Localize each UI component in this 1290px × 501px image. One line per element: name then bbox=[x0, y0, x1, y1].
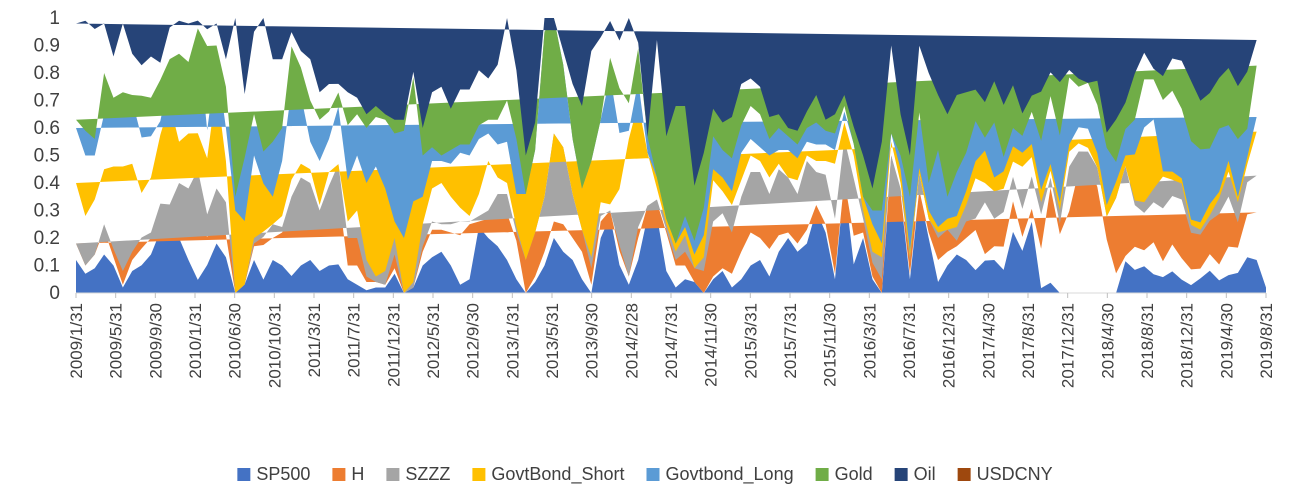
y-tick-label: 0.7 bbox=[34, 91, 60, 112]
legend-label: Gold bbox=[835, 464, 873, 484]
area-series-sp500 bbox=[76, 163, 1266, 293]
legend-item-gold: Gold bbox=[815, 464, 873, 484]
x-tick-label: 2011/7/31 bbox=[345, 303, 364, 377]
x-tick-label: 2018/4/30 bbox=[1098, 303, 1117, 379]
legend-item-usdcny: USDCNY bbox=[957, 464, 1053, 484]
y-tick-label: 0.2 bbox=[34, 228, 60, 249]
legend-swatch bbox=[472, 468, 486, 481]
x-tick-label: 2011/12/31 bbox=[384, 303, 403, 387]
legend-label: USDCNY bbox=[977, 464, 1053, 484]
x-tick-label: 2015/7/31 bbox=[781, 303, 800, 379]
x-tick-label: 2016/3/31 bbox=[860, 303, 879, 379]
x-tick-label: 2015/3/31 bbox=[741, 303, 760, 379]
x-tick-label: 2014/7/31 bbox=[662, 303, 681, 379]
y-tick-label: 0.3 bbox=[34, 201, 60, 222]
legend-item-oil: Oil bbox=[894, 464, 936, 484]
x-tick-label: 2010/6/30 bbox=[226, 303, 245, 379]
y-tick-label: 0.5 bbox=[34, 146, 60, 167]
area-series-oil bbox=[76, 18, 1257, 189]
x-tick-label: 2009/5/31 bbox=[107, 303, 126, 379]
y-tick-label: 0.4 bbox=[34, 173, 61, 194]
x-tick-label: 2012/5/31 bbox=[424, 303, 443, 379]
y-tick-label: 1 bbox=[49, 8, 60, 29]
x-axis: 2009/1/31 2009/5/31 2009/9/30 2010/1/31 2010… bbox=[67, 292, 1276, 388]
x-tick-label: 2017/4/30 bbox=[979, 303, 998, 379]
y-tick-label: 0.8 bbox=[34, 63, 60, 84]
x-tick-label: 2010/10/31 bbox=[265, 303, 284, 388]
x-tick-label: 2014/11/30 bbox=[702, 303, 721, 387]
y-tick-label: 0.9 bbox=[34, 36, 60, 57]
x-tick-label: 2019/8/31 bbox=[1257, 303, 1276, 379]
legend-label: SZZZ bbox=[405, 464, 450, 484]
y-tick-label: 0.1 bbox=[34, 256, 60, 277]
legend-label: H bbox=[351, 464, 364, 484]
legend-label: SP500 bbox=[256, 464, 310, 484]
legend-item-govtbond-long: Govtbond_Long bbox=[646, 464, 794, 485]
x-tick-label: 2017/12/31 bbox=[1059, 303, 1078, 388]
x-tick-label: 2016/7/31 bbox=[900, 303, 919, 379]
x-tick-label: 2009/1/31 bbox=[67, 303, 86, 379]
legend: SP500 H SZZZ GovtBond_Short Govtbond_Long Gol… bbox=[237, 464, 1053, 485]
legend-swatch bbox=[894, 468, 908, 481]
x-tick-label: 2017/8/31 bbox=[1019, 303, 1038, 379]
x-tick-label: 2010/1/31 bbox=[186, 303, 205, 379]
y-tick-label: 0.6 bbox=[34, 118, 60, 139]
legend-swatch bbox=[646, 468, 660, 481]
x-tick-label: 2013/5/31 bbox=[543, 303, 562, 379]
x-tick-label: 2013/1/31 bbox=[503, 303, 522, 379]
y-tick-label: 0 bbox=[49, 283, 60, 304]
x-tick-label: 2013/9/30 bbox=[583, 303, 602, 379]
x-tick-label: 2009/9/30 bbox=[146, 303, 165, 379]
legend-item-sp500: SP500 bbox=[237, 464, 310, 484]
legend-item-govtbond-short: GovtBond_Short bbox=[472, 464, 624, 485]
x-tick-label: 2014/2/28 bbox=[622, 303, 641, 379]
x-tick-label: 2018/12/31 bbox=[1178, 303, 1197, 388]
x-tick-label: 2011/3/31 bbox=[305, 303, 324, 377]
legend-label: GovtBond_Short bbox=[491, 464, 624, 485]
x-tick-label: 2018/8/31 bbox=[1138, 303, 1157, 379]
legend-swatch bbox=[815, 468, 829, 481]
legend-item-szzz: SZZZ bbox=[386, 464, 450, 484]
legend-swatch bbox=[386, 468, 400, 481]
x-tick-label: 2015/11/30 bbox=[821, 303, 840, 387]
y-axis: 0 0.1 0.2 0.3 0.4 0.5 0.6 0.7 0.8 0.9 1 bbox=[34, 8, 61, 304]
x-tick-label: 2019/4/30 bbox=[1217, 303, 1236, 379]
legend-item-h: H bbox=[332, 464, 364, 484]
series-areas bbox=[76, 18, 1266, 293]
legend-swatch bbox=[237, 468, 251, 481]
x-tick-label: 2016/12/31 bbox=[940, 303, 959, 388]
x-tick-label: 2012/9/30 bbox=[464, 303, 483, 379]
legend-swatch bbox=[332, 468, 346, 481]
legend-swatch bbox=[957, 468, 971, 481]
legend-label: Govtbond_Long bbox=[665, 464, 793, 485]
legend-label: Oil bbox=[914, 464, 936, 484]
